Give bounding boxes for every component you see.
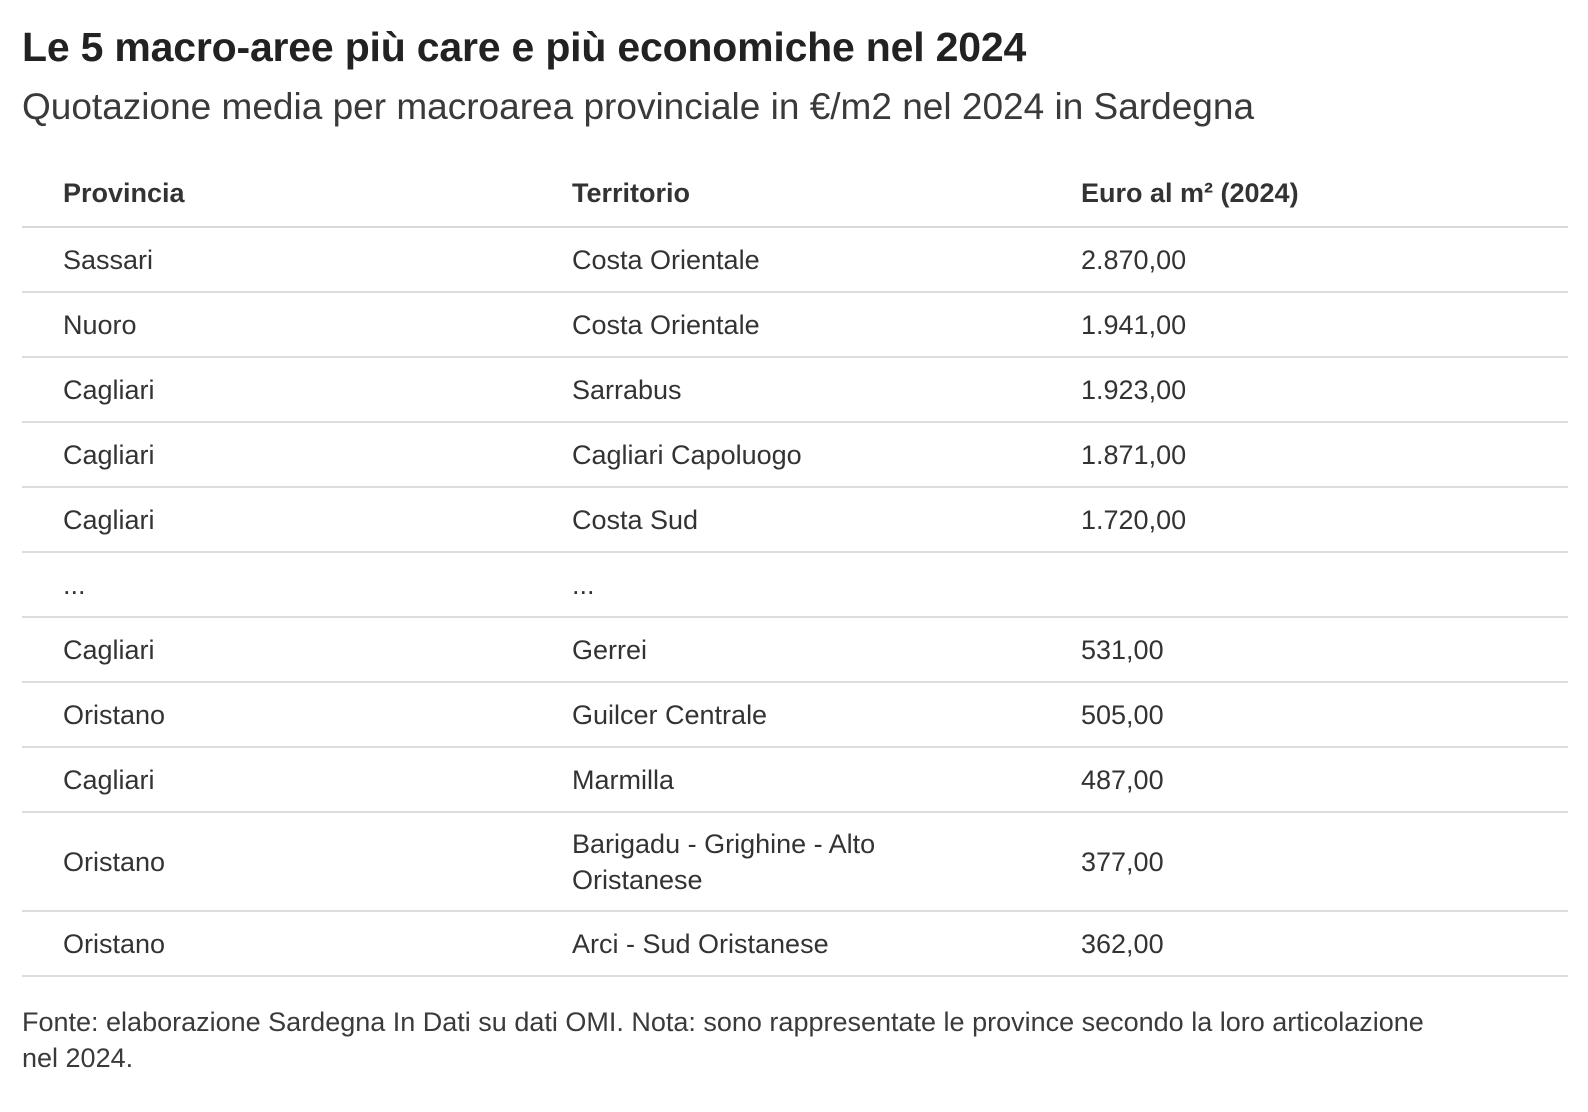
cell-euro: 1.720,00	[1040, 487, 1568, 553]
cell-provincia: Oristano	[22, 911, 531, 977]
table-row: Oristano Barigadu - Grighine - Alto Oris…	[22, 812, 1568, 912]
cell-euro: 1.871,00	[1040, 422, 1568, 488]
cell-territorio: Costa Orientale	[531, 227, 1040, 293]
cell-euro: 2.870,00	[1040, 227, 1568, 293]
table-row: Cagliari Marmilla 487,00	[22, 747, 1568, 813]
cell-provincia: Oristano	[22, 682, 531, 748]
cell-territorio: Arci - Sud Oristanese	[531, 911, 1040, 977]
cell-euro: 531,00	[1040, 617, 1568, 683]
column-header-territorio[interactable]: Territorio	[531, 160, 1040, 228]
chart-subtitle: Quotazione media per macroarea provincia…	[22, 86, 1255, 127]
cell-territorio: ...	[531, 552, 1040, 618]
cell-provincia: Cagliari	[22, 487, 531, 553]
cell-euro: 1.941,00	[1040, 292, 1568, 358]
table-row: Oristano Arci - Sud Oristanese 362,00	[22, 911, 1568, 977]
cell-euro: 487,00	[1040, 747, 1568, 813]
cell-territorio: Barigadu - Grighine - Alto Oristanese	[531, 812, 1040, 912]
cell-territorio: Marmilla	[531, 747, 1040, 813]
cell-euro	[1040, 552, 1568, 618]
cell-provincia: Sassari	[22, 227, 531, 293]
table-row: Sassari Costa Orientale 2.870,00	[22, 227, 1568, 293]
cell-territorio: Sarrabus	[531, 357, 1040, 423]
table-row: Oristano Guilcer Centrale 505,00	[22, 682, 1568, 748]
data-table: Provincia Territorio Euro al m² (2024) S…	[22, 160, 1568, 977]
cell-territorio: Guilcer Centrale	[531, 682, 1040, 748]
cell-euro: 362,00	[1040, 911, 1568, 977]
table-row-ellipsis: ... ...	[22, 552, 1568, 618]
cell-provincia: Cagliari	[22, 747, 531, 813]
cell-territorio: Gerrei	[531, 617, 1040, 683]
column-header-provincia[interactable]: Provincia	[22, 160, 531, 228]
cell-euro: 377,00	[1040, 812, 1568, 912]
cell-euro: 505,00	[1040, 682, 1568, 748]
table-row: Cagliari Sarrabus 1.923,00	[22, 357, 1568, 423]
chart-title: Le 5 macro-aree più care e più economich…	[22, 24, 1027, 70]
cell-provincia: Cagliari	[22, 357, 531, 423]
table-row: Cagliari Cagliari Capoluogo 1.871,00	[22, 422, 1568, 488]
cell-territorio: Costa Orientale	[531, 292, 1040, 358]
table-row: Cagliari Gerrei 531,00	[22, 617, 1568, 683]
table-row: Cagliari Costa Sud 1.720,00	[22, 487, 1568, 553]
cell-provincia: Cagliari	[22, 617, 531, 683]
cell-provincia: Nuoro	[22, 292, 531, 358]
table-row: Nuoro Costa Orientale 1.941,00	[22, 292, 1568, 358]
cell-euro: 1.923,00	[1040, 357, 1568, 423]
cell-territorio: Costa Sud	[531, 487, 1040, 553]
cell-provincia: Oristano	[22, 812, 531, 912]
table-header-row: Provincia Territorio Euro al m² (2024)	[22, 160, 1568, 228]
source-note: Fonte: elaborazione Sardegna In Dati su …	[22, 1007, 1424, 1073]
cell-provincia: ...	[22, 552, 531, 618]
cell-territorio: Cagliari Capoluogo	[531, 422, 1040, 488]
column-header-euro[interactable]: Euro al m² (2024)	[1040, 160, 1568, 228]
cell-provincia: Cagliari	[22, 422, 531, 488]
